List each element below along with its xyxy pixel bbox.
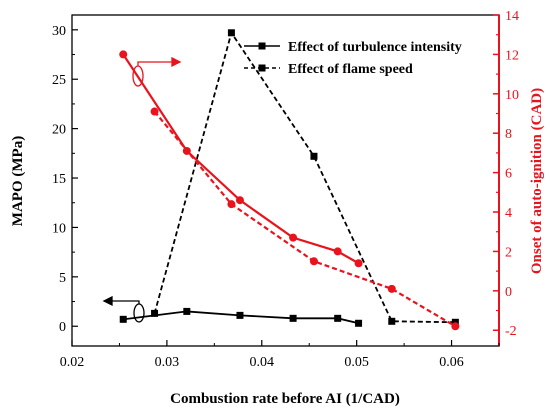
- data-point: [334, 314, 342, 322]
- data-point: [333, 247, 342, 256]
- left-y-tick-label: 0: [59, 320, 66, 335]
- right-y-tick-label: -2: [505, 324, 517, 339]
- data-point: [451, 322, 460, 331]
- data-point: [309, 257, 318, 266]
- right-y-tick-label: 10: [505, 88, 519, 103]
- data-point: [388, 317, 396, 325]
- x-tick-label: 0.02: [60, 355, 85, 370]
- right-y-tick-label: 0: [505, 285, 512, 300]
- legend-marker-turbulence: [258, 42, 266, 50]
- left-axis-indicator-arrow: [102, 295, 145, 323]
- left-y-tick-label: 10: [52, 221, 66, 236]
- x-tick-label: 0.05: [344, 355, 369, 370]
- x-tick-label: 0.04: [250, 355, 275, 370]
- left-y-tick-label: 25: [52, 73, 66, 88]
- left-y-tick-label: 30: [52, 24, 66, 39]
- data-point: [119, 315, 127, 323]
- legend: Effect of turbulence intensity Effect of…: [244, 40, 462, 77]
- right-axis-indicator-arrow: [132, 56, 182, 87]
- right-axis-title: Onset of auto-ignition (CAD): [529, 88, 545, 274]
- left-y-tick-label: 5: [59, 271, 66, 286]
- series-line-1: [153, 30, 456, 324]
- data-point: [354, 259, 363, 268]
- right-y-tick-label: 6: [505, 167, 512, 182]
- data-point: [289, 233, 298, 242]
- data-point: [183, 307, 191, 315]
- data-point: [227, 29, 235, 37]
- data-point: [310, 152, 318, 160]
- right-axis-ticks: -2 0 2 4 6 8 10 12 14: [493, 9, 519, 339]
- data-point: [355, 319, 363, 327]
- data-point: [451, 318, 459, 326]
- x-tick-label: 0.03: [155, 355, 180, 370]
- legend-label-flame: Effect of flame speed: [288, 62, 413, 77]
- x-tick-label: 0.06: [439, 355, 464, 370]
- data-point: [227, 200, 236, 209]
- data-point: [236, 311, 244, 319]
- legend-marker-flame: [258, 64, 266, 72]
- left-y-tick-label: 15: [52, 172, 66, 187]
- x-axis-title: Combustion rate before AI (1/CAD): [170, 391, 400, 407]
- data-point: [150, 107, 159, 116]
- series-layer: [119, 29, 460, 331]
- data-point: [387, 284, 396, 293]
- left-axis-title: MAPO (MPa): [10, 136, 26, 226]
- data-point: [119, 50, 128, 59]
- data-point: [151, 309, 159, 317]
- right-y-tick-label: 8: [505, 127, 512, 142]
- left-y-tick-label: 20: [52, 123, 66, 138]
- right-y-tick-label: 14: [505, 9, 519, 24]
- right-y-tick-label: 2: [505, 245, 512, 260]
- right-y-tick-label: 12: [505, 48, 519, 63]
- plot-frame: [71, 14, 500, 347]
- data-point: [289, 314, 297, 322]
- data-point: [235, 196, 244, 205]
- right-y-tick-label: 4: [505, 206, 512, 221]
- legend-label-turbulence: Effect of turbulence intensity: [288, 40, 462, 55]
- left-axis-ticks: 0 5 10 15 20 25 30: [52, 24, 78, 335]
- series-line-2: [122, 53, 360, 265]
- x-axis-ticks: 0.02 0.03 0.04 0.05 0.06: [60, 340, 500, 370]
